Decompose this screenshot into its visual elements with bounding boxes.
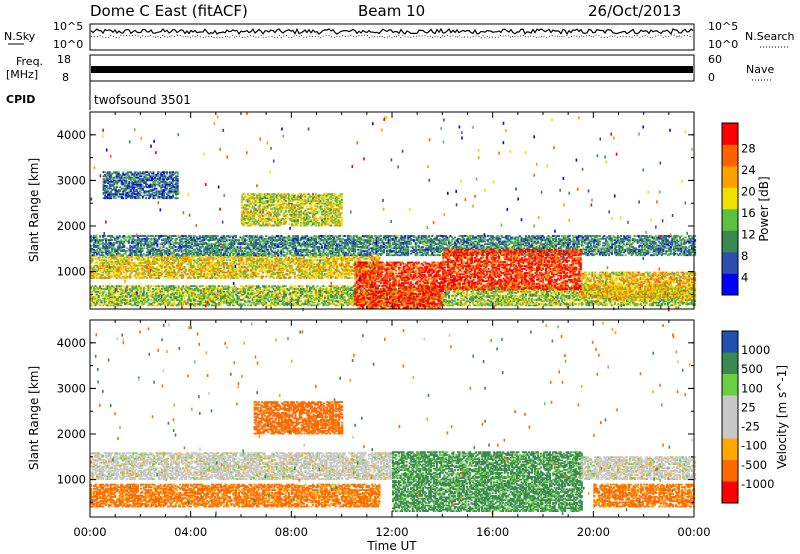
nsky-tick-top: 10^5 bbox=[53, 20, 83, 33]
power-echo-region bbox=[442, 248, 582, 291]
xtick-label: 04:00 bbox=[174, 525, 207, 539]
cpid-label: CPID bbox=[6, 93, 35, 106]
freq-label-1: Freq. bbox=[16, 55, 43, 68]
power-colorbar-segment bbox=[722, 144, 738, 167]
velocity-ytick-label: 4000 bbox=[57, 336, 86, 350]
freq-tick-top: 18 bbox=[57, 53, 71, 66]
nsky-tick-bottom: 10^0 bbox=[53, 38, 83, 51]
xtick-label: 00:00 bbox=[677, 525, 710, 539]
xtick-label: 20:00 bbox=[577, 525, 610, 539]
cpid-value: twofsound 3501 bbox=[94, 93, 191, 107]
nsky-strip: N.Sky 10^5 10^0 10^5 10^0 N.Search bbox=[4, 20, 795, 51]
velocity-xlabel: Time UT bbox=[366, 539, 417, 553]
velocity-colorbar-segment bbox=[722, 438, 738, 461]
power-echo-region bbox=[90, 285, 697, 307]
velocity-colorbar-tick: 1000 bbox=[741, 343, 770, 357]
xtick-label: 16:00 bbox=[476, 525, 509, 539]
date-label: 26/Oct/2013 bbox=[588, 2, 681, 20]
freq-strip: Freq. [MHz] 18 8 60 0 Nave bbox=[6, 53, 774, 84]
power-colorbar-label: Power [dB] bbox=[757, 176, 771, 241]
velocity-echo-region bbox=[580, 456, 697, 480]
power-echo-region bbox=[90, 255, 381, 279]
power-echo-region bbox=[102, 171, 179, 200]
power-colorbar-segment bbox=[722, 252, 738, 274]
velocity-colorbar-segment bbox=[722, 417, 738, 439]
velocity-colorbar-tick: 100 bbox=[741, 381, 763, 395]
xtick-label: 00:00 bbox=[73, 525, 106, 539]
power-colorbar-tick: 24 bbox=[741, 163, 756, 177]
velocity-colorbar: 1000 500 100 25 -25 -100 -500 -1000 Velocity [m… bbox=[721, 330, 789, 504]
power-colorbar: 4 8 12 16 20 24 28 Power [dB] bbox=[721, 122, 771, 296]
freq-label-2: [MHz] bbox=[6, 68, 38, 81]
velocity-echo-region bbox=[253, 401, 344, 435]
power-colorbar-segment bbox=[722, 209, 738, 231]
velocity-colorbar-segment bbox=[722, 460, 738, 482]
xtick-label: 08:00 bbox=[275, 525, 308, 539]
power-ytick-label: 3000 bbox=[57, 173, 86, 187]
nave-label: Nave bbox=[746, 63, 774, 76]
velocity-ytick-label: 3000 bbox=[57, 381, 86, 395]
power-colorbar-segment bbox=[722, 230, 738, 253]
power-colorbar-tick: 16 bbox=[741, 206, 756, 220]
freq-tick-bottom: 8 bbox=[62, 71, 69, 84]
velocity-ytick-label: 2000 bbox=[57, 427, 86, 441]
power-ytick-label: 1000 bbox=[57, 265, 86, 279]
nave-tick-top: 60 bbox=[708, 53, 722, 66]
velocity-colorbar-segment bbox=[722, 395, 738, 418]
nsearch-tick-bottom: 10^0 bbox=[708, 38, 738, 51]
beam-label: Beam 10 bbox=[358, 2, 425, 20]
velocity-colorbar-segment bbox=[722, 331, 738, 353]
power-colorbar-segment bbox=[722, 273, 738, 296]
nsearch-tick-top: 10^5 bbox=[708, 20, 738, 33]
nsky-label: N.Sky bbox=[4, 30, 36, 43]
velocity-colorbar-tick: -500 bbox=[741, 458, 767, 472]
velocity-sparse-echoes bbox=[90, 321, 693, 519]
velocity-colorbar-segment bbox=[722, 374, 738, 396]
power-echo-region bbox=[354, 261, 444, 309]
nsearch-label: N.Search bbox=[745, 30, 795, 43]
power-colorbar-tick: 20 bbox=[741, 185, 756, 199]
velocity-ylabel: Slant Range [km] bbox=[27, 366, 41, 470]
velocity-ytick-label: 1000 bbox=[57, 473, 86, 487]
power-colorbar-segment bbox=[722, 166, 738, 188]
velocity-colorbar-segment bbox=[722, 352, 738, 375]
velocity-colorbar-tick: -1000 bbox=[741, 477, 774, 491]
power-colorbar-tick: 12 bbox=[741, 228, 756, 242]
power-echo-region bbox=[241, 193, 343, 227]
xtick-label: 12:00 bbox=[375, 525, 408, 539]
velocity-colorbar-segment bbox=[722, 481, 738, 504]
power-sparse-echoes bbox=[90, 112, 694, 312]
power-colorbar-tick: 8 bbox=[741, 249, 748, 263]
velocity-colorbar-tick: -100 bbox=[741, 439, 767, 453]
power-ytick-label: 2000 bbox=[57, 219, 86, 233]
power-colorbar-segment bbox=[722, 123, 738, 145]
velocity-colorbar-tick: -25 bbox=[741, 420, 760, 434]
velocity-echo-region bbox=[392, 451, 583, 512]
velocity-echo-region bbox=[90, 452, 393, 480]
power-ytick-label: 4000 bbox=[57, 128, 86, 142]
nave-tick-bottom: 0 bbox=[708, 71, 715, 84]
power-panel: 1000 2000 3000 4000 Slant Range [km] bbox=[27, 111, 697, 312]
velocity-colorbar-label: Velocity [m s^-1] bbox=[775, 365, 789, 469]
station-title: Dome C East (fitACF) bbox=[90, 2, 248, 20]
power-colorbar-tick: 4 bbox=[741, 271, 748, 285]
power-colorbar-tick: 28 bbox=[741, 142, 756, 156]
velocity-colorbar-tick: 500 bbox=[741, 362, 763, 376]
velocity-panel: 1000 2000 3000 4000 00:00 04:00 08:00 12:00 16:0… bbox=[27, 319, 711, 553]
velocity-echo-region bbox=[90, 483, 381, 508]
power-ylabel: Slant Range [km] bbox=[27, 158, 41, 262]
velocity-colorbar-tick: 25 bbox=[741, 400, 756, 414]
power-colorbar-segment bbox=[722, 187, 738, 210]
